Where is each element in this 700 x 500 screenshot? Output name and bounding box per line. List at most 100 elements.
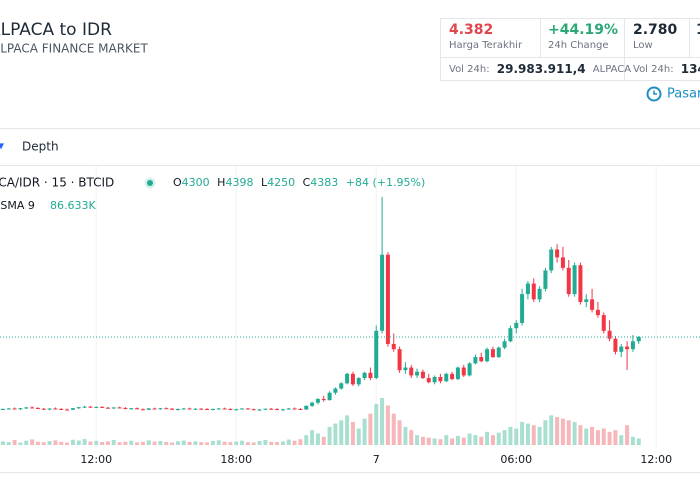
candle-body <box>508 328 513 342</box>
candle-body <box>601 315 606 331</box>
candle-body <box>70 408 75 410</box>
candle-body <box>94 406 99 408</box>
candle-body <box>385 254 390 344</box>
candle-body <box>333 388 338 393</box>
volume-bar <box>30 439 35 445</box>
candle-body <box>24 407 29 409</box>
volume-bar <box>333 423 338 445</box>
volume-bar <box>263 440 268 445</box>
candle-body <box>543 270 548 289</box>
candle-body <box>438 376 443 382</box>
candle-body <box>636 336 641 342</box>
candle-body <box>467 363 472 376</box>
change-value: +84 (+1.95%) <box>346 176 425 189</box>
volume-bar <box>409 430 414 445</box>
volume-bar <box>53 440 58 445</box>
candle-body <box>82 406 87 408</box>
ohlc-key: L <box>261 176 268 189</box>
candle-body <box>356 378 361 385</box>
volume-bar <box>24 440 29 445</box>
candle-body <box>572 265 577 295</box>
stats-border <box>440 18 700 81</box>
volume-bar <box>135 442 140 445</box>
candle-body <box>129 408 134 410</box>
depth-tab[interactable]: Depth <box>22 140 59 154</box>
volume-bar <box>444 435 449 445</box>
volume-bar <box>619 435 624 445</box>
volume-bar <box>222 441 227 445</box>
candle-body <box>228 409 233 411</box>
candle-body <box>566 267 571 295</box>
volume-bar <box>292 440 297 445</box>
stat-volume: Vol 24h: 134, <box>633 62 700 76</box>
volume-bar <box>245 442 250 445</box>
market-subtitle: ALPACA FINANCE MARKET <box>0 42 148 56</box>
volume-bar <box>275 442 280 445</box>
volume-bar <box>315 433 320 445</box>
volume-bar <box>100 442 105 445</box>
candle-body <box>251 409 256 411</box>
volume-bar <box>380 398 385 445</box>
volume-bar <box>607 431 612 445</box>
candle-body <box>199 408 204 410</box>
candle-body <box>47 408 52 410</box>
candle-body <box>123 407 128 410</box>
candle-body <box>380 254 385 331</box>
volume-bar <box>520 421 525 445</box>
candle-body <box>187 408 192 410</box>
volume-bar <box>420 436 425 445</box>
candle-body <box>630 341 635 350</box>
volume-bar <box>47 441 52 445</box>
volume-bar <box>438 439 443 445</box>
volume-bar <box>473 435 478 445</box>
volume-bar <box>350 421 355 445</box>
candle-body <box>59 409 64 411</box>
candle-body <box>257 409 262 411</box>
volume-bar <box>479 436 484 445</box>
volume-bar <box>630 436 635 445</box>
volume-bar <box>187 441 192 445</box>
volume-bar <box>70 439 75 445</box>
candle-body <box>595 309 600 316</box>
tab-arrow[interactable]: ▾ <box>0 139 4 153</box>
candle-body <box>578 265 583 302</box>
volume-bar <box>152 441 157 445</box>
candle-body <box>525 283 530 295</box>
volume-bar <box>397 420 402 445</box>
volume-bar <box>403 426 408 445</box>
volume-bar <box>426 437 431 445</box>
market-link[interactable]: Pasar <box>646 86 700 102</box>
candle-body <box>30 407 35 409</box>
ohlc-value: 4250 <box>267 176 295 189</box>
volume-bar <box>613 430 618 445</box>
volume-bar <box>485 431 490 445</box>
volume-bar <box>158 441 163 445</box>
candle-body <box>397 349 402 371</box>
candle-body <box>263 408 268 410</box>
candle-body <box>146 408 151 410</box>
volume-bar <box>0 441 5 445</box>
volume-bar <box>41 442 46 445</box>
candle-body <box>117 407 122 409</box>
candle-body <box>537 288 542 300</box>
candle-body <box>292 408 297 410</box>
candle-body <box>625 346 630 350</box>
volume-bar <box>240 440 245 445</box>
candle-body <box>473 357 478 364</box>
volume-bar <box>543 420 548 445</box>
candle-body <box>286 408 291 410</box>
sma-value: 86.633K <box>50 199 96 212</box>
candle-body <box>205 409 210 411</box>
ohlc-value: 4398 <box>225 176 253 189</box>
link-text[interactable]: Pasar <box>667 87 700 102</box>
volume-bar <box>280 441 285 445</box>
volume-bar <box>199 442 204 445</box>
candle-body <box>502 341 507 348</box>
candle-body <box>490 349 495 358</box>
volume-bar <box>304 435 309 445</box>
volume-bar <box>65 442 70 445</box>
candle-body <box>41 408 46 410</box>
volume-bar <box>6 442 11 445</box>
volume-bar <box>555 417 560 445</box>
clock-hand <box>653 90 657 95</box>
